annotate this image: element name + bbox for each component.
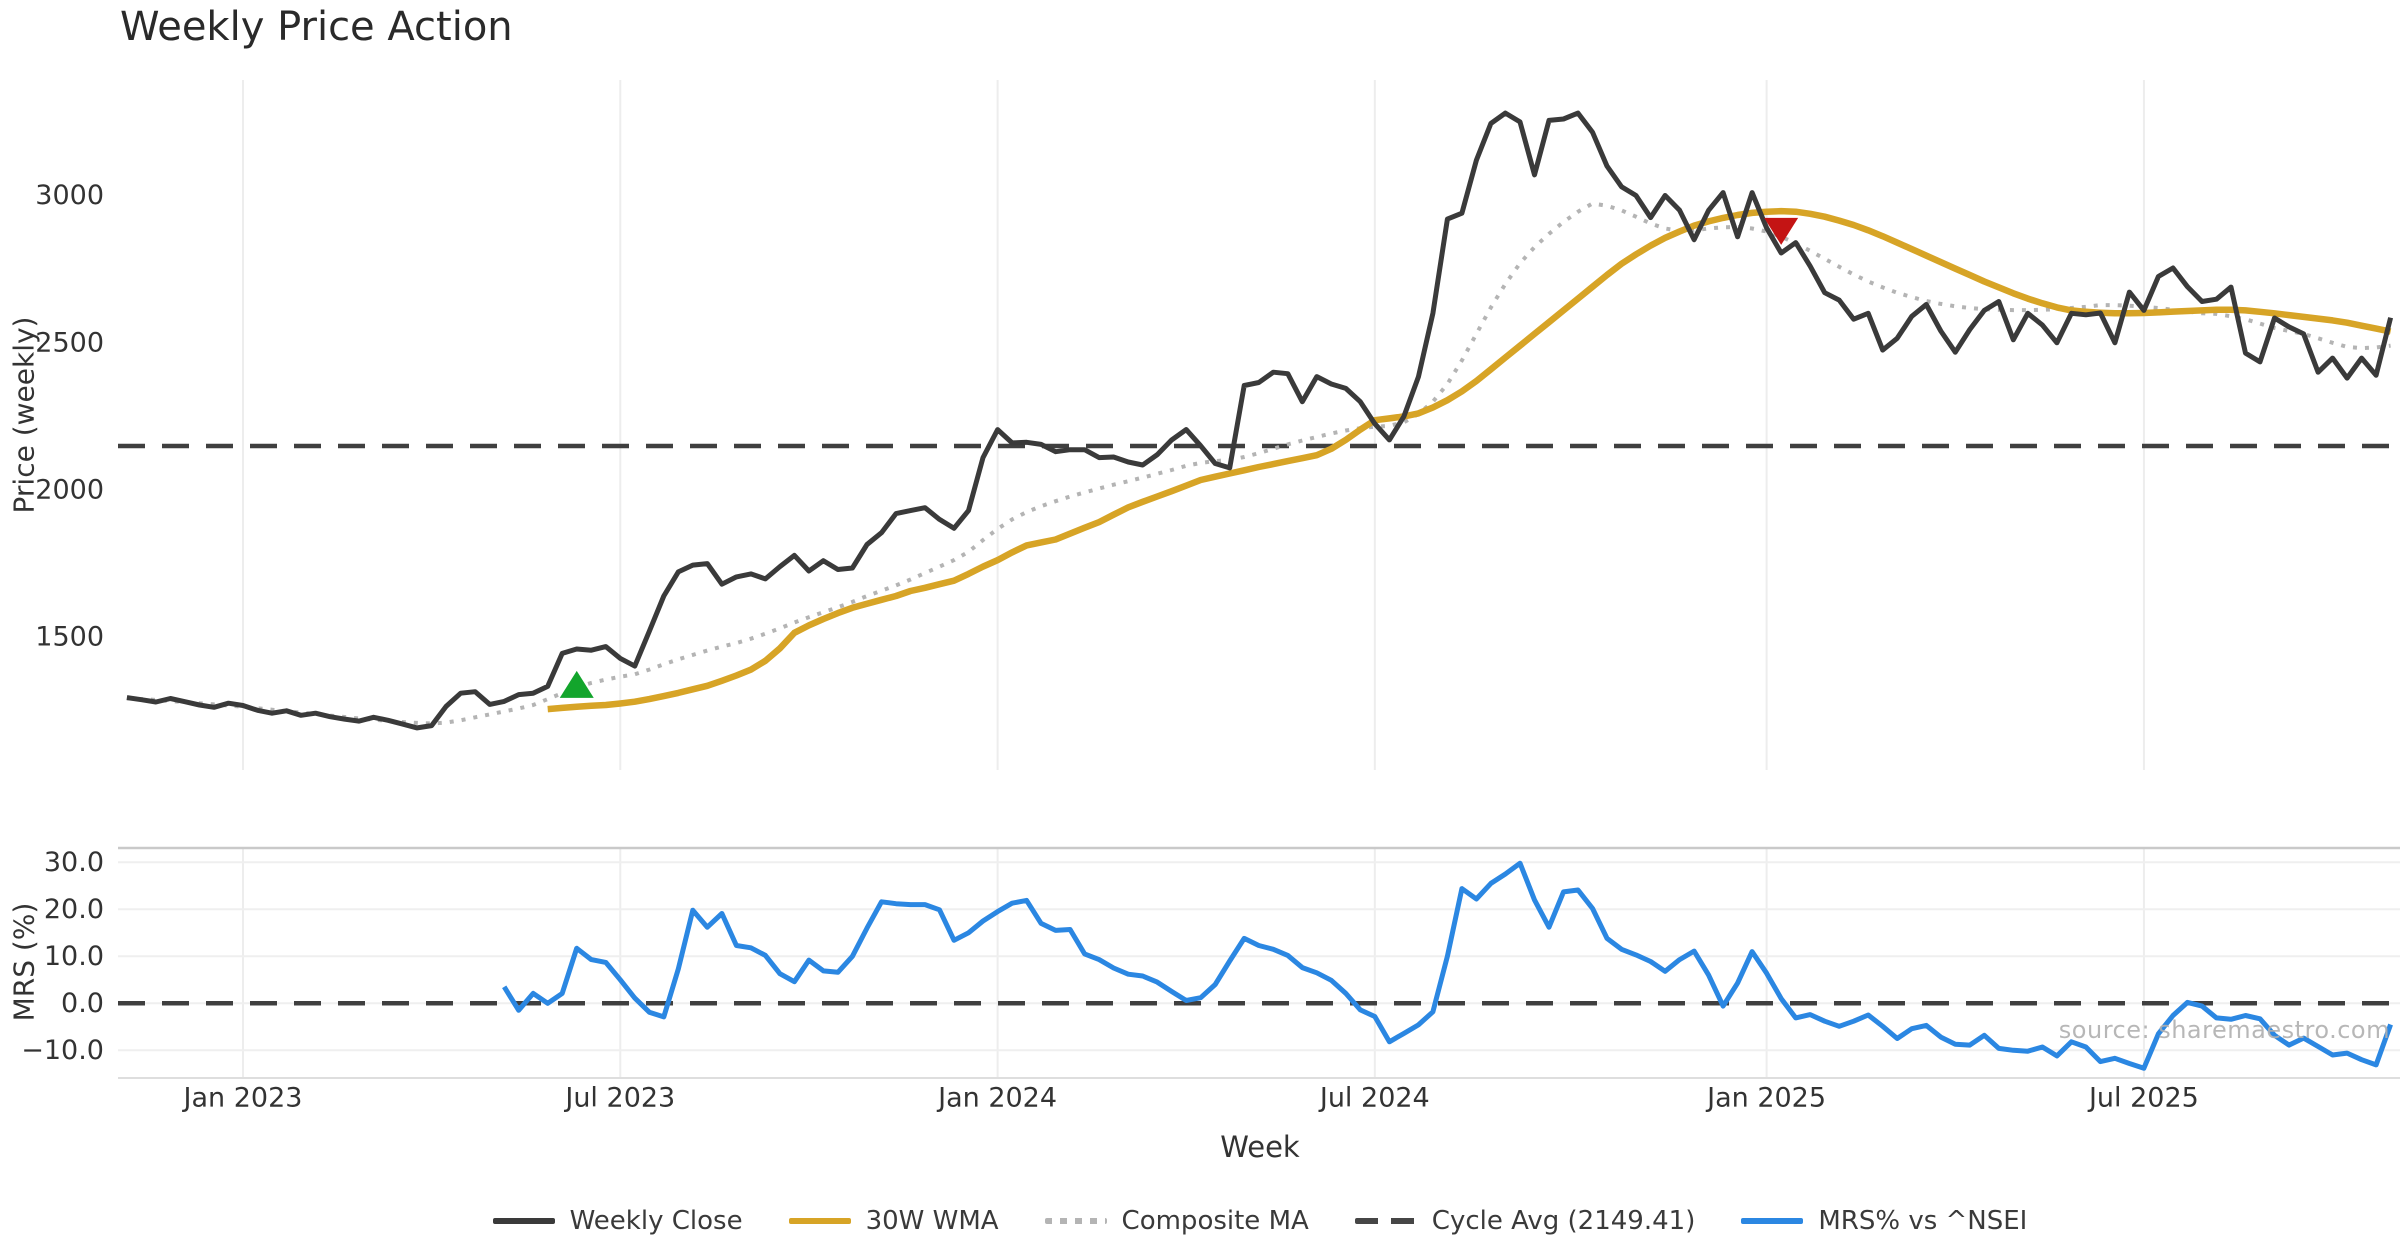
legend-item: 30W WMA <box>788 1206 999 1236</box>
watermark: source: sharemaestro.com <box>2058 1016 2390 1044</box>
price-ytick-label: 1500 <box>35 622 104 653</box>
mrs-ytick-label: 10.0 <box>44 941 104 972</box>
mrs-line <box>502 860 2393 1071</box>
legend-item: Cycle Avg (2149.41) <box>1354 1206 1696 1236</box>
legend-swatch-solid <box>1741 1218 1804 1224</box>
weekly-close-line <box>126 110 2394 731</box>
mrs-axis-label: MRS (%) <box>7 902 41 1022</box>
legend-label: MRS% vs ^NSEI <box>1818 1206 2028 1236</box>
price-ytick-label: 2000 <box>35 475 104 506</box>
x-tick-label: Jan 2025 <box>1705 1083 1826 1114</box>
legend-label: 30W WMA <box>865 1206 999 1236</box>
price-ytick-label: 3000 <box>35 180 104 211</box>
composite-ma-line <box>126 201 2391 726</box>
legend-label: Composite MA <box>1121 1206 1309 1236</box>
x-axis-title: Week <box>1220 1130 1300 1164</box>
legend-item: Composite MA <box>1044 1206 1309 1236</box>
legend: Weekly Close 30W WMA Composite MA Cycle Avg… <box>120 1206 2400 1236</box>
legend-item: Weekly Close <box>492 1206 743 1236</box>
mrs-ytick-label: −10.0 <box>21 1035 104 1066</box>
mrs-ytick-label: 30.0 <box>44 847 104 878</box>
mrs-ytick-label: 20.0 <box>44 894 104 925</box>
legend-swatch-dotted <box>1044 1218 1107 1224</box>
price-axis-label: Price (weekly) <box>7 316 41 514</box>
price-ytick-label: 2500 <box>35 327 104 358</box>
wma-30w-line <box>547 207 2392 713</box>
legend-swatch-solid <box>492 1218 555 1224</box>
buy-signal-marker <box>559 670 594 698</box>
legend-label: Weekly Close <box>569 1206 743 1236</box>
x-tick-label: Jan 2023 <box>182 1083 303 1114</box>
page-title: Weekly Price Action <box>120 4 513 50</box>
sell-signal-marker <box>1764 217 1799 245</box>
legend-swatch-dashed <box>1354 1218 1417 1224</box>
x-tick-label: Jan 2024 <box>936 1083 1057 1114</box>
x-tick-label: Jul 2024 <box>1318 1083 1430 1114</box>
legend-label: Cycle Avg (2149.41) <box>1431 1206 1696 1236</box>
legend-item: MRS% vs ^NSEI <box>1741 1206 2027 1236</box>
mrs-ytick-label: 0.0 <box>61 988 104 1019</box>
legend-swatch-solid <box>788 1218 851 1224</box>
x-tick-label: Jul 2023 <box>563 1083 675 1114</box>
x-tick-label: Jul 2025 <box>2087 1083 2199 1114</box>
